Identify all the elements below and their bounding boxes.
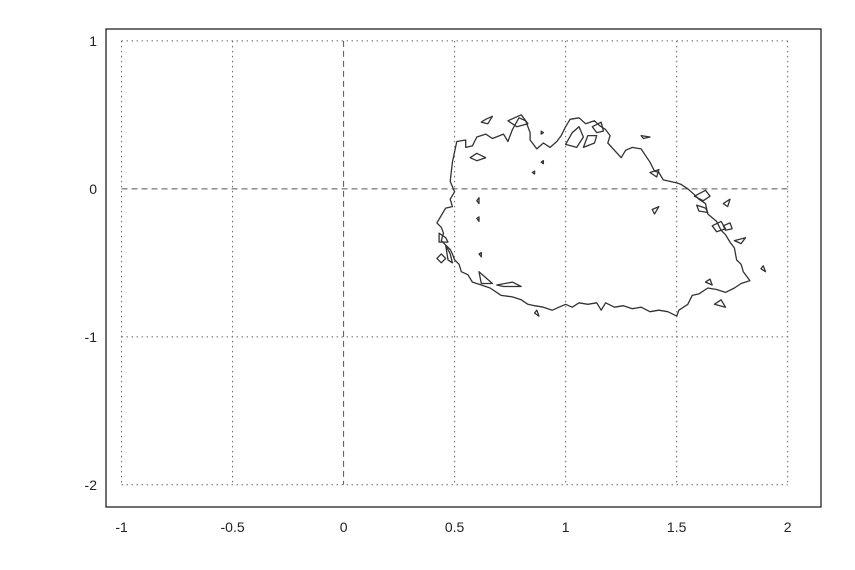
contour-line-8 [507, 114, 529, 128]
contour-line-25 [476, 197, 480, 205]
contour-line-19 [722, 198, 731, 208]
grid-lines [121, 40, 789, 486]
x-tick-label: 0.5 [445, 519, 465, 535]
contour-line-1 [478, 271, 494, 285]
contour-line-12 [591, 121, 605, 134]
contour-line-7 [480, 115, 494, 125]
contour-line-24 [704, 278, 713, 286]
x-tick-label: 1.5 [667, 519, 687, 535]
contour-lines [436, 114, 767, 317]
contour-line-28 [533, 309, 540, 317]
contour-line-15 [693, 189, 711, 202]
contour-line-14 [649, 168, 660, 178]
contour-line-13 [640, 134, 651, 140]
x-tick-label: 2 [784, 519, 792, 535]
contour-line-20 [733, 237, 747, 245]
y-tick-label: 0 [89, 181, 97, 197]
contour-line-21 [760, 265, 767, 273]
contour-line-0 [436, 117, 751, 317]
contour-line-4 [436, 253, 447, 264]
contour-line-27 [478, 251, 482, 258]
y-tick-label: -1 [85, 329, 98, 345]
contour-line-2 [438, 232, 449, 243]
contour-line-9 [540, 130, 545, 135]
x-tick-label: 1 [562, 519, 570, 535]
contour-line-16 [696, 204, 709, 214]
contour-line-26 [476, 216, 480, 223]
contour-line-18 [722, 222, 733, 231]
contour-line-17 [711, 220, 727, 233]
contour-line-6 [469, 152, 487, 162]
contour-line-23 [713, 299, 727, 308]
contour-line-10 [564, 126, 585, 149]
y-tick-label: -2 [85, 477, 98, 493]
plot-frame [105, 28, 822, 508]
contour-line-22 [651, 205, 660, 215]
tick-labels: -1 -0.5 0 0.5 1 1.5 2 1 0 -1 -2 [85, 33, 792, 535]
contour-line-29 [531, 170, 536, 175]
contour-line-30 [540, 160, 545, 165]
y-tick-label: 1 [89, 33, 97, 49]
x-tick-label: 0 [340, 519, 348, 535]
x-tick-label: -0.5 [221, 519, 245, 535]
x-tick-label: -1 [115, 519, 128, 535]
contour-line-5 [496, 281, 522, 288]
contour-line-11 [582, 134, 598, 149]
contour-line-3 [445, 244, 454, 264]
